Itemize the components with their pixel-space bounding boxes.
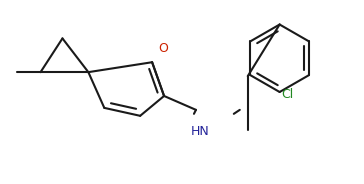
Text: Cl: Cl bbox=[282, 88, 294, 101]
Text: O: O bbox=[158, 42, 168, 55]
Text: HN: HN bbox=[191, 125, 209, 138]
